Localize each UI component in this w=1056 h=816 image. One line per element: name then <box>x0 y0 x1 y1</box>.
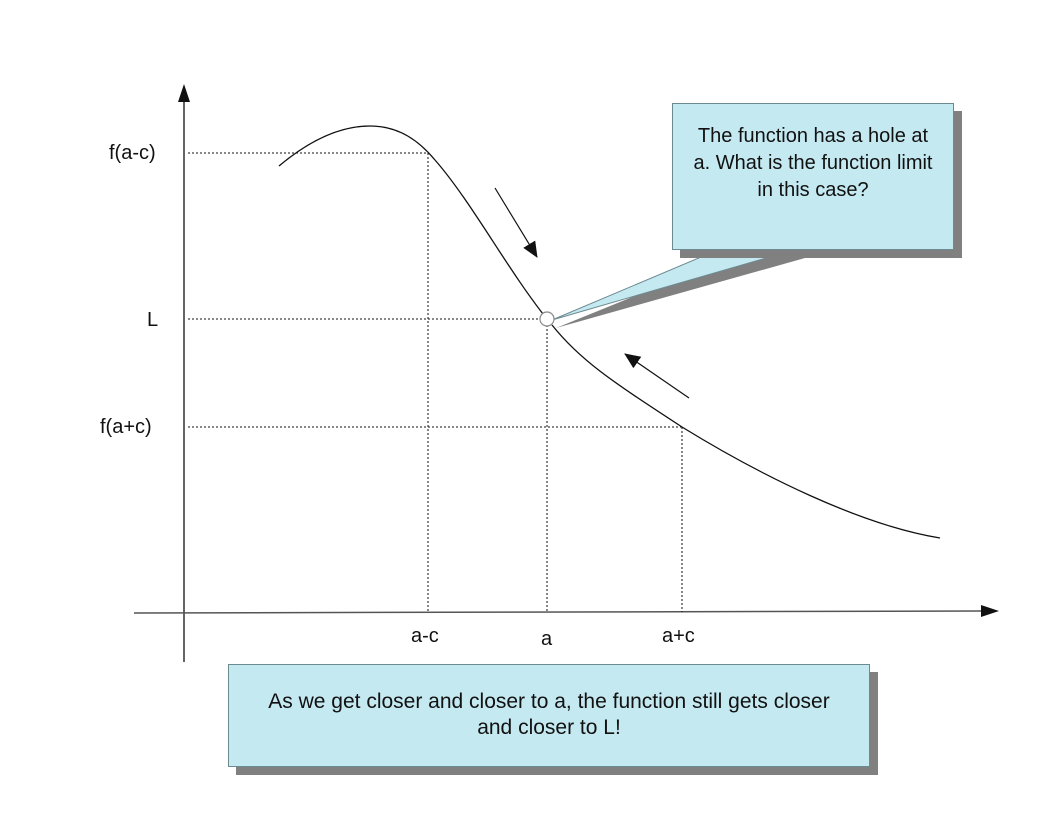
callout-pointer-shadow <box>556 258 805 328</box>
x-axis-arrow-icon <box>981 605 999 617</box>
x-label-a-plus-c: a+c <box>662 625 695 647</box>
hole-marker <box>539 311 555 327</box>
guide-lines <box>188 152 683 612</box>
x-axis <box>133 610 983 614</box>
callout-pointer <box>551 248 798 321</box>
y-axis-arrow-icon <box>178 84 190 102</box>
function-curve-right <box>551 324 941 539</box>
x-label-a: a <box>541 628 553 650</box>
approach-right-arrow-icon <box>624 353 690 399</box>
y-label-f-a-minus-c: f(a-c) <box>109 142 156 164</box>
x-label-a-minus-c: a-c <box>411 625 439 647</box>
y-label-L: L <box>147 309 159 331</box>
approach-left-arrow-icon <box>494 187 538 258</box>
limit-explanation-callout: As we get closer and closer to a, the fu… <box>228 664 870 767</box>
hole-question-callout: The function has a hole at a. What is th… <box>672 103 954 250</box>
function-curve-left <box>278 125 544 315</box>
y-label-f-a-plus-c: f(a+c) <box>100 416 152 438</box>
